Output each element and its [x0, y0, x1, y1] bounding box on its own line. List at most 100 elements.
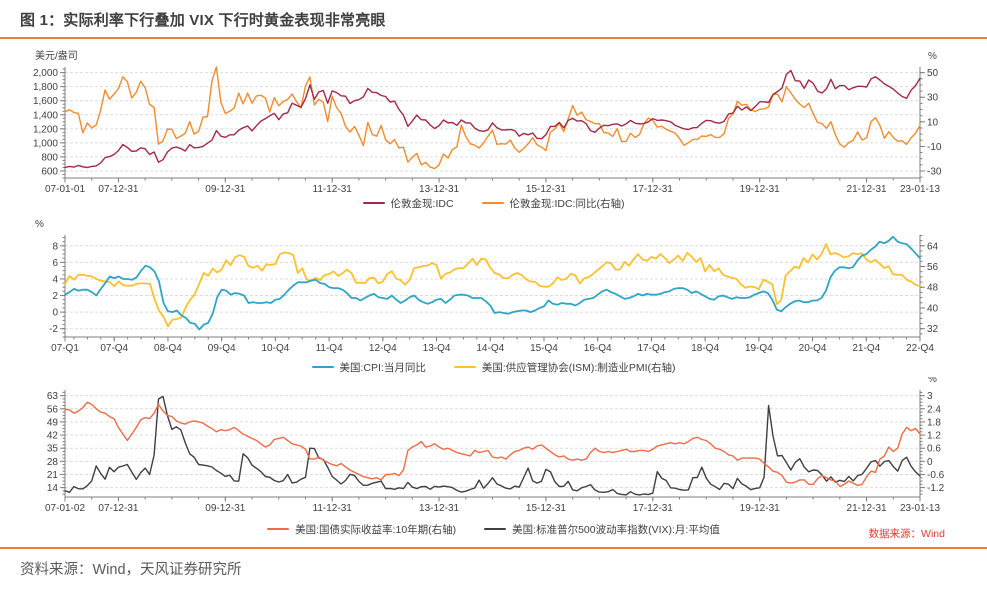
series-gold-price-line [64, 69, 921, 169]
bottom-divider [0, 547, 987, 549]
svg-text:09-Q4: 09-Q4 [208, 343, 236, 354]
svg-text:%: % [928, 51, 937, 62]
svg-text:14: 14 [47, 483, 59, 494]
series-lines [64, 395, 921, 496]
svg-text:4: 4 [52, 274, 58, 285]
svg-text:49: 49 [47, 417, 59, 428]
svg-text:-30: -30 [927, 166, 942, 177]
yield-vix-chart-legend: 美国:国债实际收益率:10年期(右轴) 美国:标准普尔500波动率指数(VIX):… [0, 521, 987, 537]
svg-text:50: 50 [927, 68, 939, 79]
svg-text:12-Q4: 12-Q4 [369, 343, 397, 354]
svg-text:2.4: 2.4 [927, 404, 941, 415]
legend-swatch-gold-price [362, 201, 385, 205]
legend-label-ism-pmi: 美国:供应管理协会(ISM):制造业PMI(右轴) [481, 361, 676, 374]
svg-text:09-12-31: 09-12-31 [205, 503, 245, 514]
svg-text:1,800: 1,800 [33, 82, 58, 93]
svg-text:18-Q4: 18-Q4 [691, 343, 719, 354]
svg-text:1.8: 1.8 [927, 417, 941, 428]
figure-title: 图 1：实际利率下行叠加 VIX 下行时黄金表现非常亮眼 [20, 12, 386, 29]
legend-item-ism-pmi: 美国:供应管理协会(ISM):制造业PMI(右轴) [453, 360, 676, 375]
svg-text:2: 2 [52, 291, 58, 302]
svg-text:21-12-31: 21-12-31 [847, 184, 887, 195]
gold-chart-legend: 伦敦金现:IDC 伦敦金现:IDC:同比(右轴) [0, 195, 987, 211]
svg-text:13-Q4: 13-Q4 [423, 343, 451, 354]
svg-text:17-12-31: 17-12-31 [633, 503, 673, 514]
svg-text:19-12-31: 19-12-31 [740, 184, 780, 195]
svg-text:35: 35 [47, 444, 59, 455]
svg-text:07-Q1: 07-Q1 [51, 343, 79, 354]
svg-text:11-12-31: 11-12-31 [313, 184, 353, 195]
svg-text:%: % [35, 219, 44, 230]
legend-swatch-vix-monthly-avg [484, 527, 507, 531]
legend-swatch-real-yield-10y [267, 527, 290, 531]
svg-text:08-Q4: 08-Q4 [154, 343, 182, 354]
svg-text:美元/盎司: 美元/盎司 [35, 49, 78, 62]
legend-swatch-us-cpi-yoy [311, 365, 334, 369]
yield-vix-chart: 14 21 28 35 42 49 56 63 -1.2 -0.6 0 0.6 1.2 1.8 2.4 3% 0… [45, 377, 945, 514]
svg-text:8: 8 [52, 241, 58, 252]
yield-vix-legend-row: 美国:国债实际收益率:10年期(右轴) 美国:标准普尔500波动率指数(VIX):… [0, 521, 987, 540]
svg-text:15-12-31: 15-12-31 [526, 184, 566, 195]
svg-text:-10: -10 [927, 142, 942, 153]
svg-text:-2: -2 [49, 324, 58, 335]
svg-text:23-01-13: 23-01-13 [900, 184, 940, 195]
chart-block-gold: 600 800 1,000 1,200 1,400 1,600 1,800 2,000 美元/盎… [0, 45, 987, 211]
svg-text:1,600: 1,600 [33, 96, 58, 107]
svg-text:13-12-31: 13-12-31 [419, 503, 459, 514]
svg-text:0: 0 [52, 308, 58, 319]
series-lines [64, 235, 921, 331]
svg-text:56: 56 [47, 404, 59, 415]
svg-text:21: 21 [47, 470, 59, 481]
svg-text:30: 30 [927, 93, 939, 104]
svg-text:10-Q4: 10-Q4 [261, 343, 289, 354]
svg-text:1.2: 1.2 [927, 431, 941, 442]
svg-text:28: 28 [47, 457, 59, 468]
legend-item-us-cpi-yoy: 美国:CPI:当月同比 [311, 360, 426, 375]
legend-swatch-gold-yoy [481, 201, 504, 205]
svg-text:16-Q4: 16-Q4 [584, 343, 612, 354]
series-us-cpi-yoy-line [64, 235, 921, 331]
series-real-yield-10y-line [64, 401, 921, 488]
svg-text:42: 42 [47, 431, 59, 442]
chart-block-yield-vix: 14 21 28 35 42 49 56 63 -1.2 -0.6 0 0.6 1.2 1.8 2.4 3% 0… [0, 377, 987, 540]
svg-text:19-12-31: 19-12-31 [740, 503, 780, 514]
legend-label-gold-yoy: 伦敦金现:IDC:同比(右轴) [509, 197, 625, 210]
svg-text:1,400: 1,400 [33, 110, 58, 121]
svg-text:40: 40 [927, 303, 939, 314]
svg-text:13-12-31: 13-12-31 [419, 184, 459, 195]
svg-text:07-01-01: 07-01-01 [45, 184, 85, 195]
legend-label-vix-monthly-avg: 美国:标准普尔500波动率指数(VIX):月:平均值 [512, 523, 720, 536]
gridlines [65, 395, 920, 489]
svg-text:1,000: 1,000 [33, 138, 58, 149]
svg-text:600: 600 [41, 166, 58, 177]
chart-block-cpi-pmi: -2 0 2 4 6 8% 32 40 48 56 64 07-Q1 07-Q4 08-Q4 09-Q4 10… [0, 215, 987, 375]
svg-text:23-01-13: 23-01-13 [900, 503, 940, 514]
svg-text:21-Q4: 21-Q4 [852, 343, 880, 354]
svg-text:32: 32 [927, 324, 939, 335]
svg-text:22-Q4: 22-Q4 [906, 343, 934, 354]
svg-text:%: % [928, 377, 937, 385]
series-ism-pmi-line [64, 243, 921, 328]
title-divider [0, 37, 987, 39]
axes: -2 0 2 4 6 8% 32 40 48 56 64 07-Q1 07-Q4 08-Q4 09-Q4 10… [35, 219, 939, 354]
cpi-pmi-chart: -2 0 2 4 6 8% 32 40 48 56 64 07-Q1 07-Q4 08-Q4 09-Q4 10… [35, 219, 939, 354]
legend-item-vix-monthly-avg: 美国:标准普尔500波动率指数(VIX):月:平均值 [484, 522, 720, 537]
svg-text:48: 48 [927, 283, 939, 294]
svg-text:07-Q4: 07-Q4 [100, 343, 128, 354]
legend-label-real-yield-10y: 美国:国债实际收益率:10年期(右轴) [295, 523, 457, 536]
svg-text:-1.2: -1.2 [927, 483, 945, 494]
series-vix-monthly-avg-line [64, 395, 921, 496]
svg-text:0.6: 0.6 [927, 444, 941, 455]
legend-item-gold-yoy: 伦敦金现:IDC:同比(右轴) [481, 196, 625, 211]
svg-text:3: 3 [927, 391, 933, 402]
svg-text:11-Q4: 11-Q4 [316, 343, 343, 354]
svg-text:07-01-02: 07-01-02 [45, 503, 85, 514]
legend-item-real-yield-10y: 美国:国债实际收益率:10年期(右轴) [267, 522, 456, 537]
svg-text:10: 10 [927, 117, 939, 128]
gridlines [65, 245, 920, 330]
svg-text:6: 6 [52, 258, 58, 269]
svg-text:07-12-31: 07-12-31 [98, 184, 138, 195]
series-gold-yoy-line [64, 66, 921, 170]
svg-text:15-Q4: 15-Q4 [530, 343, 558, 354]
svg-text:-0.6: -0.6 [927, 470, 945, 481]
